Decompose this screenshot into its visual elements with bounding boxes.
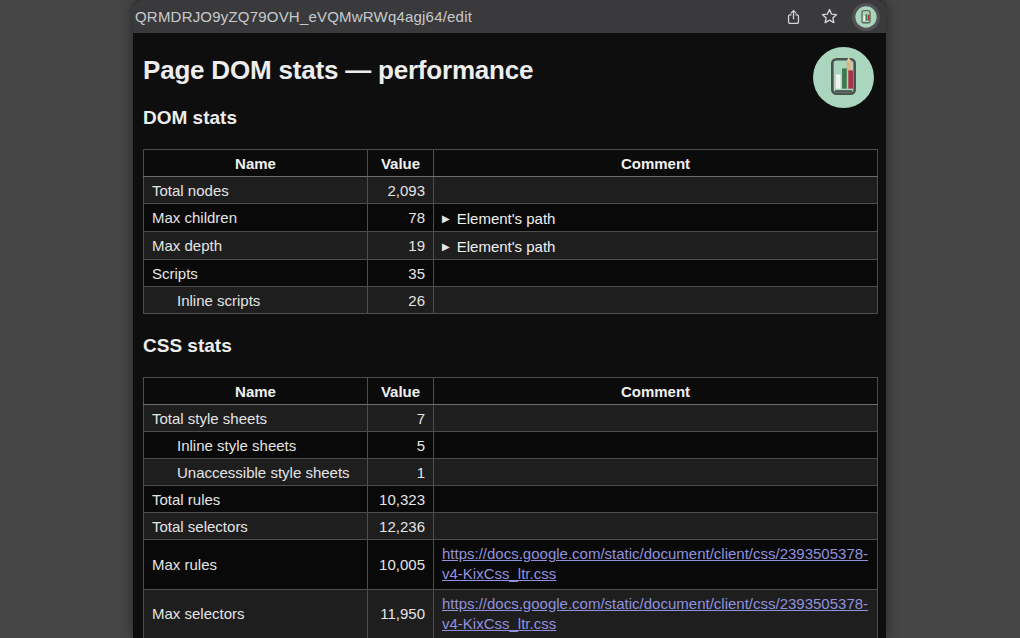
- column-header-value: Value: [368, 150, 434, 177]
- browser-window: QRMDRJO9yZQ79OVH_eVQMwRWq4agj64/edit: [133, 0, 886, 638]
- browser-toolbar: QRMDRJO9yZQ79OVH_eVQMwRWq4agj64/edit: [133, 0, 886, 33]
- share-icon[interactable]: [780, 4, 806, 30]
- address-bar-url[interactable]: QRMDRJO9yZQ79OVH_eVQMwRWq4agj64/edit: [135, 8, 472, 25]
- stat-name-cell: Max children: [144, 204, 368, 232]
- column-header-name: Name: [144, 150, 368, 177]
- stat-value-cell: 26: [368, 287, 434, 314]
- column-header-comment: Comment: [434, 378, 878, 405]
- bookmark-star-icon[interactable]: [816, 4, 842, 30]
- table-row: Scripts35: [144, 260, 878, 287]
- page-title: Page DOM stats — performance: [143, 33, 877, 86]
- table-header-row: NameValueComment: [144, 150, 878, 177]
- element-path-disclosure[interactable]: ▶ Element's path: [442, 210, 555, 227]
- table-row: Max children78 ▶ Element's path: [144, 204, 878, 232]
- stat-comment-cell: [434, 432, 878, 459]
- stat-value-cell: 2,093: [368, 177, 434, 204]
- table-row: Max selectors11,950https://docs.google.c…: [144, 589, 878, 638]
- css-stats-table: NameValueComment Total style sheets7Inli…: [143, 377, 878, 638]
- column-header-comment: Comment: [434, 150, 878, 177]
- stat-name-cell: Total selectors: [144, 513, 368, 540]
- stat-name-cell: Max selectors: [144, 589, 368, 638]
- stat-value-cell: 10,005: [368, 540, 434, 590]
- disclosure-label: Element's path: [457, 238, 556, 255]
- stat-comment-cell: ▶ Element's path: [434, 232, 878, 260]
- table-row: Max depth19 ▶ Element's path: [144, 232, 878, 260]
- stat-value-cell: 12,236: [368, 513, 434, 540]
- section-heading-dom-stats: DOM stats: [143, 107, 877, 129]
- column-header-value: Value: [368, 378, 434, 405]
- table-row: Unaccessible style sheets1: [144, 459, 878, 486]
- stat-comment-cell: https://docs.google.com/static/document/…: [434, 589, 878, 638]
- stat-name-cell: Total rules: [144, 486, 368, 513]
- disclosure-triangle-icon: ▶: [442, 241, 450, 252]
- stat-value-cell: 1: [368, 459, 434, 486]
- stat-name-cell: Inline style sheets: [144, 432, 368, 459]
- stat-comment-cell: [434, 459, 878, 486]
- stat-value-cell: 19: [368, 232, 434, 260]
- stat-value-cell: 10,323: [368, 486, 434, 513]
- page-content: Page DOM stats — performance DOM stats N…: [133, 33, 886, 638]
- stylesheet-link[interactable]: https://docs.google.com/static/document/…: [442, 545, 868, 582]
- table-row: Total selectors12,236: [144, 513, 878, 540]
- stat-value-cell: 35: [368, 260, 434, 287]
- stat-name-cell: Unaccessible style sheets: [144, 459, 368, 486]
- stat-value-cell: 5: [368, 432, 434, 459]
- table-row: Total nodes2,093: [144, 177, 878, 204]
- stat-value-cell: 78: [368, 204, 434, 232]
- stat-comment-cell: [434, 177, 878, 204]
- stat-name-cell: Inline scripts: [144, 287, 368, 314]
- stat-comment-cell: [434, 405, 878, 432]
- stat-value-cell: 7: [368, 405, 434, 432]
- table-row: Max rules10,005https://docs.google.com/s…: [144, 540, 878, 590]
- stat-comment-cell: ▶ Element's path: [434, 204, 878, 232]
- dom-stats-extension-icon[interactable]: [852, 3, 880, 31]
- stat-name-cell: Total style sheets: [144, 405, 368, 432]
- stat-name-cell: Total nodes: [144, 177, 368, 204]
- table-header-row: NameValueComment: [144, 378, 878, 405]
- column-header-name: Name: [144, 378, 368, 405]
- table-row: Total style sheets7: [144, 405, 878, 432]
- dom-stats-logo-icon: [813, 47, 874, 108]
- stat-comment-cell: [434, 513, 878, 540]
- dom-stats-table: NameValueComment Total nodes2,093Max chi…: [143, 149, 878, 314]
- stat-comment-cell: [434, 287, 878, 314]
- stat-name-cell: Max rules: [144, 540, 368, 590]
- table-row: Inline style sheets5: [144, 432, 878, 459]
- stylesheet-link[interactable]: https://docs.google.com/static/document/…: [442, 595, 868, 632]
- table-row: Inline scripts26: [144, 287, 878, 314]
- stat-comment-cell: https://docs.google.com/static/document/…: [434, 540, 878, 590]
- stat-comment-cell: [434, 486, 878, 513]
- stat-comment-cell: [434, 260, 878, 287]
- stat-name-cell: Scripts: [144, 260, 368, 287]
- disclosure-label: Element's path: [457, 210, 556, 227]
- stat-value-cell: 11,950: [368, 589, 434, 638]
- element-path-disclosure[interactable]: ▶ Element's path: [442, 238, 555, 255]
- table-row: Total rules10,323: [144, 486, 878, 513]
- disclosure-triangle-icon: ▶: [442, 213, 450, 224]
- stat-name-cell: Max depth: [144, 232, 368, 260]
- section-heading-css-stats: CSS stats: [143, 335, 877, 357]
